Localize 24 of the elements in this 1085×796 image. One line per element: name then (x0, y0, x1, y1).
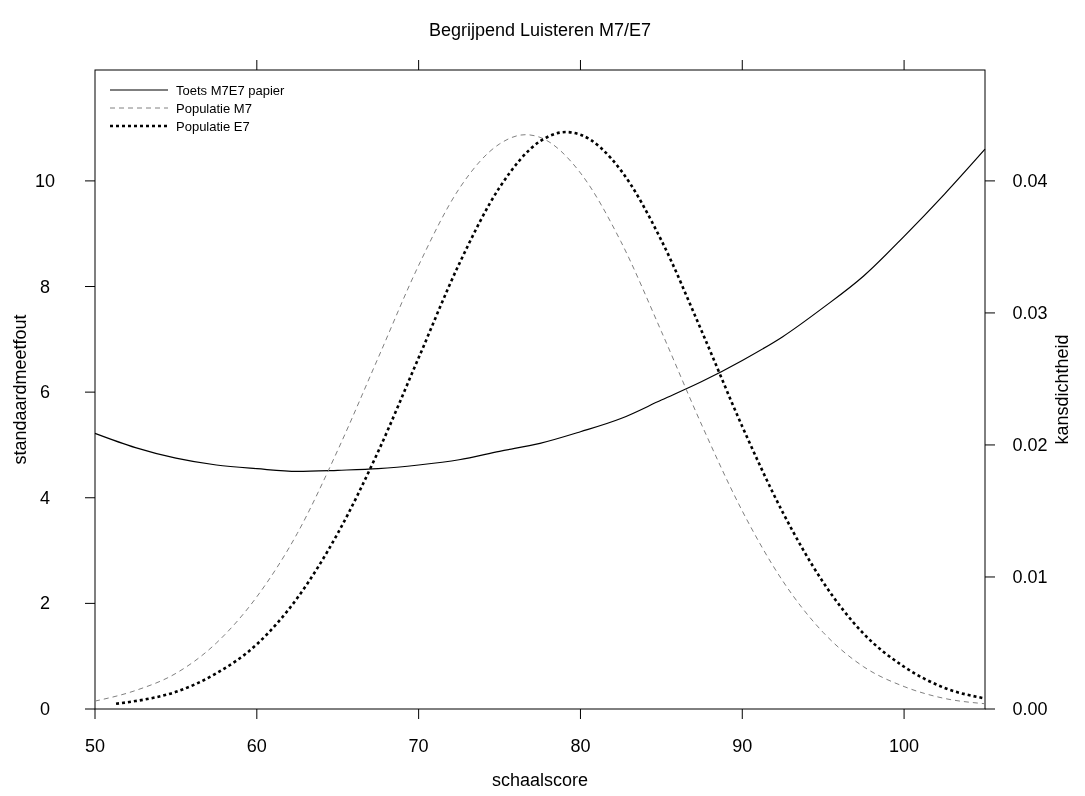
legend-label: Populatie M7 (176, 101, 252, 116)
y-axis-title: standaardmeetfout (10, 314, 30, 465)
y-tick-label: 2 (39, 593, 51, 614)
legend-label: Toets M7E7 papier (176, 83, 286, 98)
x-tick-label: 80 (570, 736, 591, 756)
x-tick-label: 100 (889, 736, 920, 756)
y-tick-label: 0 (39, 699, 51, 719)
y2-tick-label: 0.01 (1012, 566, 1048, 587)
y2-tick-label: 0.03 (1012, 302, 1048, 323)
y2-axis-title: kansdichtheid (1052, 334, 1072, 445)
y2-tick-label: 0.04 (1012, 170, 1048, 191)
y-tick-label: 6 (39, 382, 51, 403)
y-tick-label: 10 (34, 170, 56, 191)
y-tick-label: 4 (39, 487, 51, 508)
x-tick-label: 90 (732, 736, 753, 756)
chart-title: Begrijpend Luisteren M7/E7 (428, 20, 652, 40)
legend-label: Populatie E7 (176, 119, 250, 134)
y2-tick-label: 0.00 (1012, 699, 1048, 719)
y2-tick-label: 0.02 (1012, 434, 1048, 455)
y-tick-label: 8 (39, 276, 51, 297)
x-tick-label: 60 (246, 736, 267, 756)
x-tick-label: 70 (408, 736, 429, 756)
x-tick-label: 50 (84, 736, 106, 756)
x-axis-title: schaalscore (491, 770, 589, 790)
